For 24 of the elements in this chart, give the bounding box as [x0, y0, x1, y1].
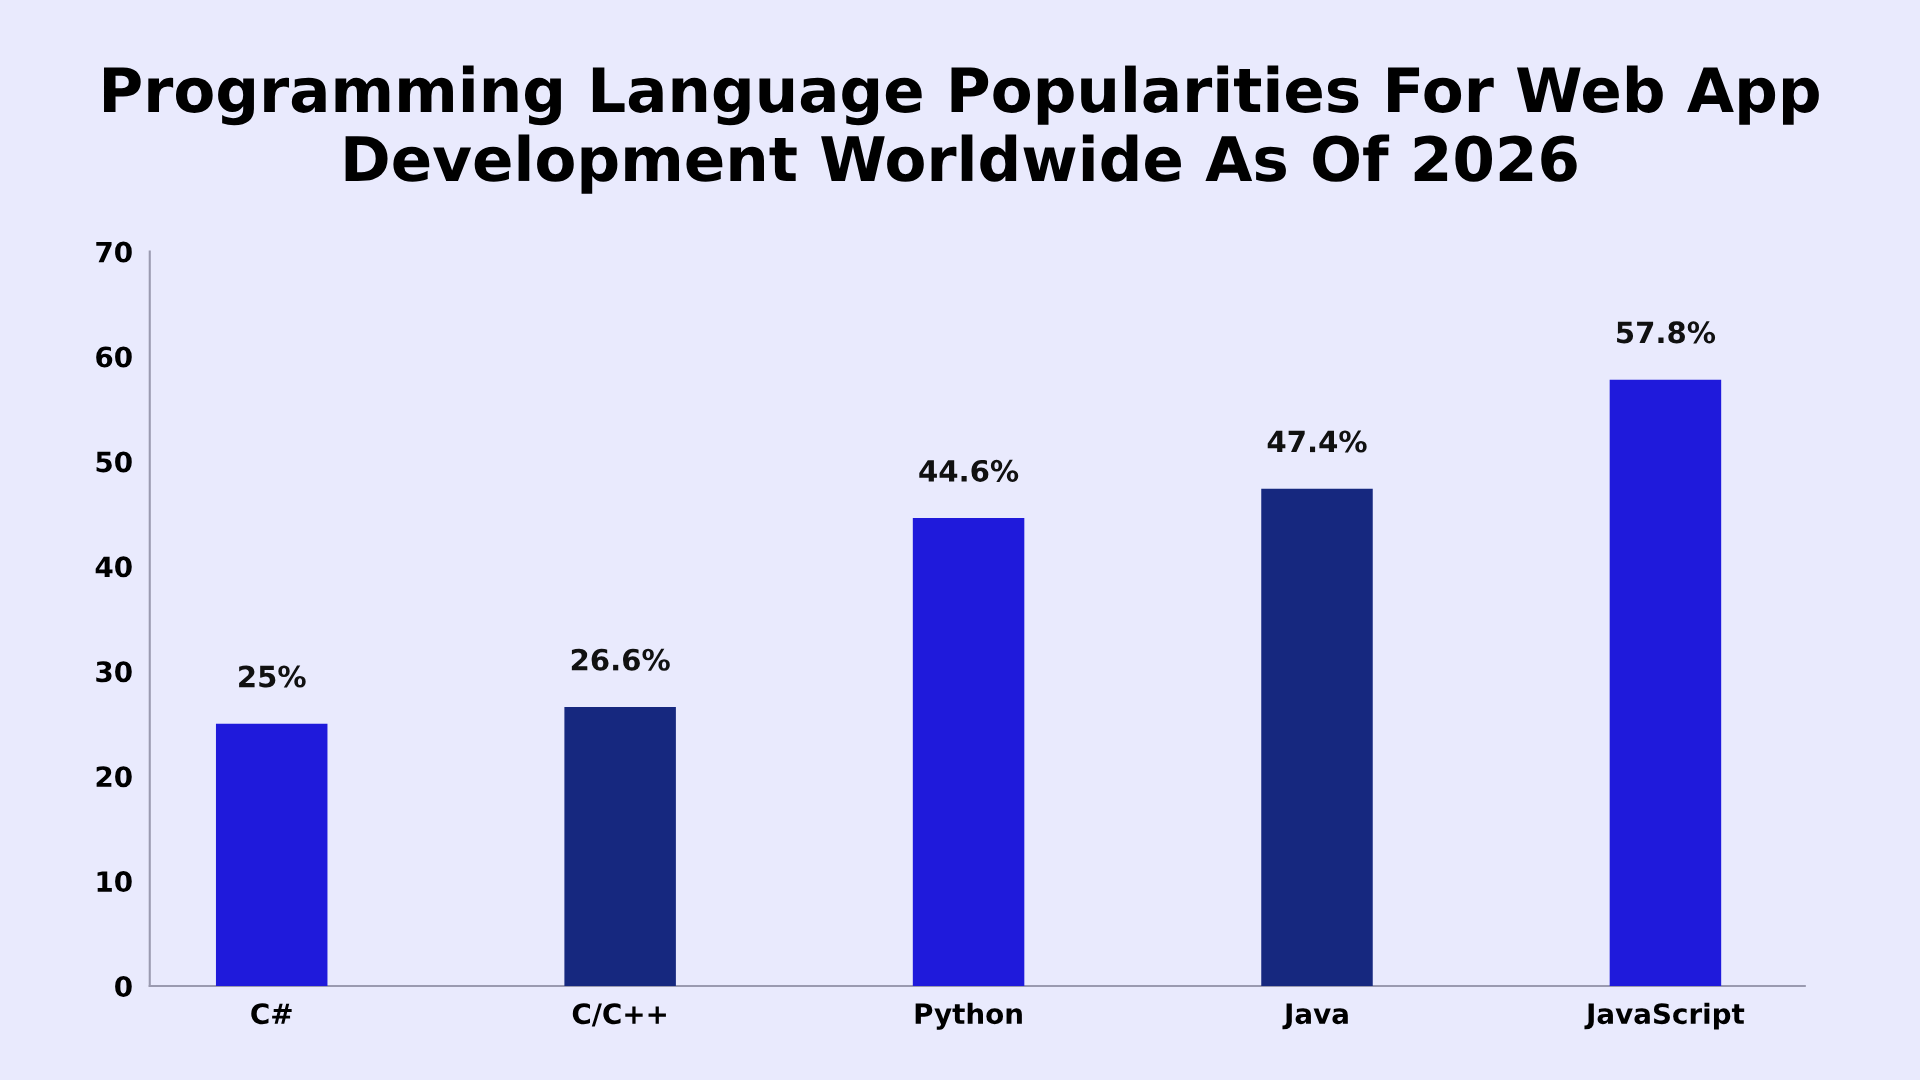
- chart-title: Programming Language Popularities For Web App Development Worldwide As Of 2026: [104, 65, 1819, 194]
- bar: [564, 706, 676, 987]
- bar: [912, 518, 1025, 987]
- x-tick-label: Java: [1282, 1003, 1348, 1030]
- bar: [1261, 488, 1373, 987]
- y-tick-label: 50: [96, 451, 132, 473]
- y-tick-label: 10: [97, 871, 132, 893]
- data-label: 26.6%: [571, 648, 670, 671]
- bar: [215, 723, 328, 987]
- x-tick-label: C/C++: [572, 1003, 666, 1027]
- y-tick-label: 30: [96, 661, 132, 683]
- x-tick-label: Python: [915, 1002, 1022, 1030]
- data-label: 57.8%: [1617, 321, 1716, 344]
- data-label: 25%: [239, 665, 306, 688]
- data-label: 44.6%: [919, 459, 1019, 482]
- y-tick-label: 60: [96, 346, 132, 368]
- x-tick-label: C#: [251, 1003, 292, 1025]
- y-tick-label: 70: [96, 241, 132, 263]
- y-tick-label: 20: [96, 766, 132, 788]
- y-tick-label: 40: [95, 556, 132, 578]
- x-tick-label: JavaScript: [1584, 1002, 1745, 1030]
- y-tick-label: 0: [115, 975, 132, 997]
- data-label: 47.4%: [1267, 430, 1367, 453]
- bar: [1609, 379, 1722, 987]
